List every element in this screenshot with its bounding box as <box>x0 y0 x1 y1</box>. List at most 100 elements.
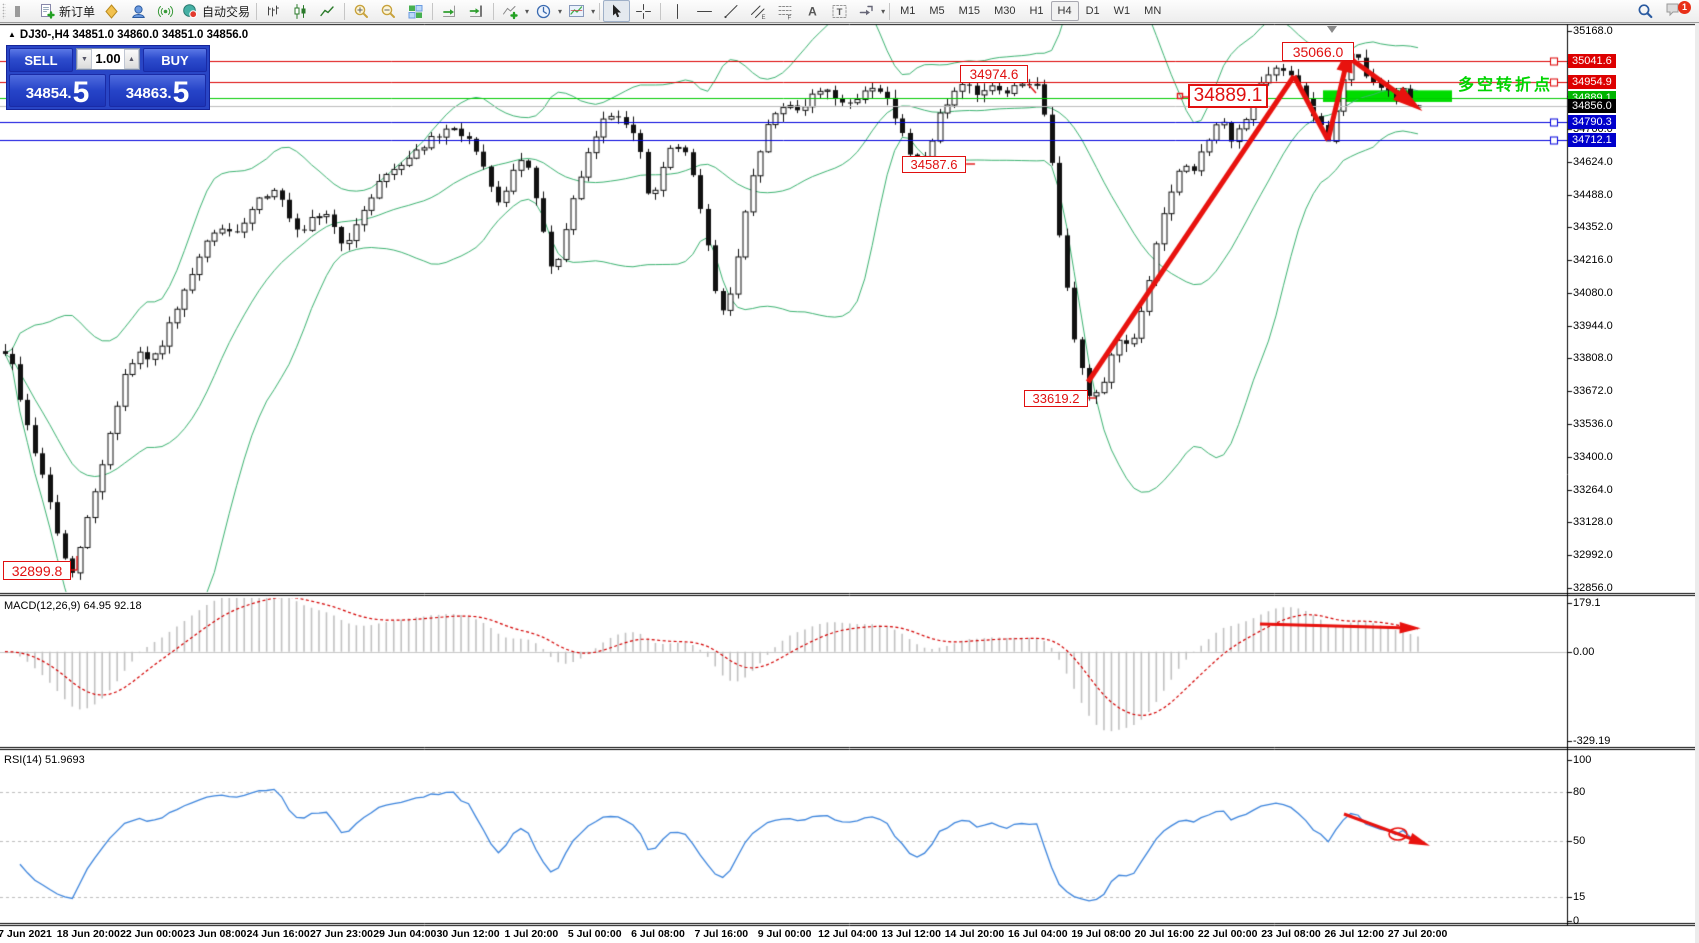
price-annotation[interactable]: 34587.6 <box>902 156 966 173</box>
templates-button[interactable] <box>563 0 590 22</box>
periods-button[interactable] <box>530 0 557 22</box>
text-button[interactable]: A <box>799 0 826 22</box>
autotrading-button[interactable]: 自动交易 <box>179 0 253 22</box>
indicators-icon <box>502 3 519 20</box>
timeframe-d1[interactable]: D1 <box>1085 5 1100 17</box>
sell-button[interactable]: SELL <box>9 48 73 72</box>
main-toolbar: 新订单 自动交易 ▾ ▾ ▾ E F A T ▾ M1 M5 M15 M30 H1 H4 D1 W1 MN 1 <box>0 0 1699 23</box>
time-axis-label: 7 Jul 16:00 <box>694 928 749 940</box>
shapes-button-dropdown-icon[interactable]: ▾ <box>881 6 886 16</box>
channel-button[interactable]: E <box>745 0 772 22</box>
price-axis-tick: 33400.0 <box>1573 450 1613 463</box>
price-axis-tick: 33944.0 <box>1573 319 1613 332</box>
time-axis-label: 7 Jun 2021 <box>0 928 52 940</box>
line-chart-button[interactable] <box>314 0 341 22</box>
signals-button[interactable] <box>152 0 179 22</box>
price-axis-tick: 35168.0 <box>1573 24 1613 37</box>
timeframe-w1[interactable]: W1 <box>1113 5 1131 17</box>
price-axis-tick: 34488.0 <box>1573 188 1613 201</box>
terminal-button[interactable] <box>125 0 152 22</box>
fibonacci-button[interactable]: F <box>772 0 799 22</box>
time-axis-label: 14 Jul 20:00 <box>944 928 1005 940</box>
candlestick-button[interactable] <box>287 0 314 22</box>
timeframe-mn[interactable]: MN <box>1144 5 1162 17</box>
price-annotation[interactable]: 35066.0 <box>1282 42 1354 61</box>
bar-chart-icon <box>265 3 282 20</box>
price-level-label[interactable]: 35041.6 <box>1568 54 1616 69</box>
timeframe-h1[interactable]: H1 <box>1029 5 1044 17</box>
price-annotation[interactable]: 34974.6 <box>960 65 1028 83</box>
toolbar-separator <box>889 2 891 20</box>
time-axis-label: 9 Jul 00:00 <box>757 928 812 940</box>
crosshair-button[interactable] <box>630 0 657 22</box>
templates-button-dropdown-icon[interactable]: ▾ <box>591 6 596 16</box>
price-annotation[interactable]: 33619.2 <box>1024 390 1088 407</box>
volume-up-icon[interactable]: ▲ <box>124 49 139 69</box>
zoom-out-button[interactable] <box>375 0 402 22</box>
timeframe-h4[interactable]: H4 <box>1050 1 1079 21</box>
shapes-button[interactable] <box>853 0 880 22</box>
indicators-button[interactable] <box>497 0 524 22</box>
buy-price[interactable]: 34863. 5 <box>109 74 206 107</box>
price-level-label[interactable]: 34954.9 <box>1568 74 1616 89</box>
periods-button-dropdown-icon[interactable]: ▾ <box>558 6 563 16</box>
crosshair-icon <box>635 3 652 20</box>
sell-price[interactable]: 34854. 5 <box>9 74 106 107</box>
search-button[interactable] <box>1632 0 1659 22</box>
macd-axis-tick: 179.1 <box>1573 597 1601 610</box>
time-axis-label: 24 Jun 16:00 <box>246 928 310 940</box>
price-level-label[interactable]: 34712.1 <box>1568 133 1616 148</box>
price-annotation[interactable]: 32899.8 <box>3 561 71 580</box>
autotrading-icon <box>182 3 199 20</box>
tile-windows-button[interactable] <box>402 0 429 22</box>
turning-point-note[interactable]: 多空转折点 <box>1458 77 1554 94</box>
auto-scroll-button[interactable] <box>436 0 463 22</box>
price-axis-tick: 34624.0 <box>1573 155 1613 168</box>
panel-splitter[interactable] <box>0 591 1699 596</box>
clipboard-button[interactable] <box>9 0 36 22</box>
panel-splitter[interactable] <box>0 745 1699 750</box>
cursor-button[interactable] <box>603 0 631 22</box>
zoom-in-button[interactable] <box>348 0 375 22</box>
trendline-button[interactable] <box>718 0 745 22</box>
time-axis-label: 22 Jun 00:00 <box>120 928 184 940</box>
templates-icon <box>568 3 585 20</box>
auto-scroll-icon <box>441 3 458 20</box>
timeframe-m5[interactable]: M5 <box>929 5 945 17</box>
buy-button[interactable]: BUY <box>143 48 207 72</box>
time-axis-label: 20 Jul 16:00 <box>1134 928 1195 940</box>
rsi-axis-tick: 15 <box>1573 890 1586 903</box>
notifications-button[interactable]: 1 <box>1665 1 1691 21</box>
terminal-icon <box>130 3 147 20</box>
chart-shift-icon <box>468 3 485 20</box>
indicators-button-dropdown-icon[interactable]: ▾ <box>525 6 530 16</box>
volume-stepper[interactable]: ▼ 1.00 ▲ <box>76 48 140 70</box>
time-axis-label: 13 Jul 12:00 <box>881 928 941 940</box>
volume-down-icon[interactable]: ▼ <box>77 49 92 69</box>
label-button[interactable]: T <box>826 0 853 22</box>
volume-value[interactable]: 1.00 <box>95 51 121 66</box>
toolbar-separator <box>432 2 434 20</box>
text-icon: A <box>804 3 821 20</box>
metaeditor-button[interactable] <box>98 0 125 22</box>
timeframe-m15[interactable]: M15 <box>958 5 981 17</box>
new-order-button[interactable]: 新订单 <box>36 0 98 22</box>
horizontal-line-button[interactable] <box>691 0 718 22</box>
chart-shift-button[interactable] <box>463 0 490 22</box>
timeframe-m1[interactable]: M1 <box>900 5 916 17</box>
price-axis-tick: 33536.0 <box>1573 418 1613 431</box>
chart-shift-marker-icon[interactable] <box>1327 26 1337 33</box>
price-axis-tick: 32992.0 <box>1573 549 1613 562</box>
toolbar-separator <box>344 2 346 20</box>
rsi-axis-tick: 50 <box>1573 834 1586 847</box>
timeframe-m30[interactable]: M30 <box>994 5 1016 17</box>
line-chart-icon <box>319 3 336 20</box>
label-icon: T <box>831 3 848 20</box>
bar-chart-button[interactable] <box>260 0 287 22</box>
time-axis-label: 12 Jul 04:00 <box>818 928 878 940</box>
vertical-line-button[interactable] <box>664 0 691 22</box>
price-level-label[interactable]: 34790.3 <box>1568 114 1616 129</box>
price-level-label[interactable]: 34856.0 <box>1568 98 1616 113</box>
price-annotation[interactable]: 34889.1 <box>1188 84 1268 108</box>
